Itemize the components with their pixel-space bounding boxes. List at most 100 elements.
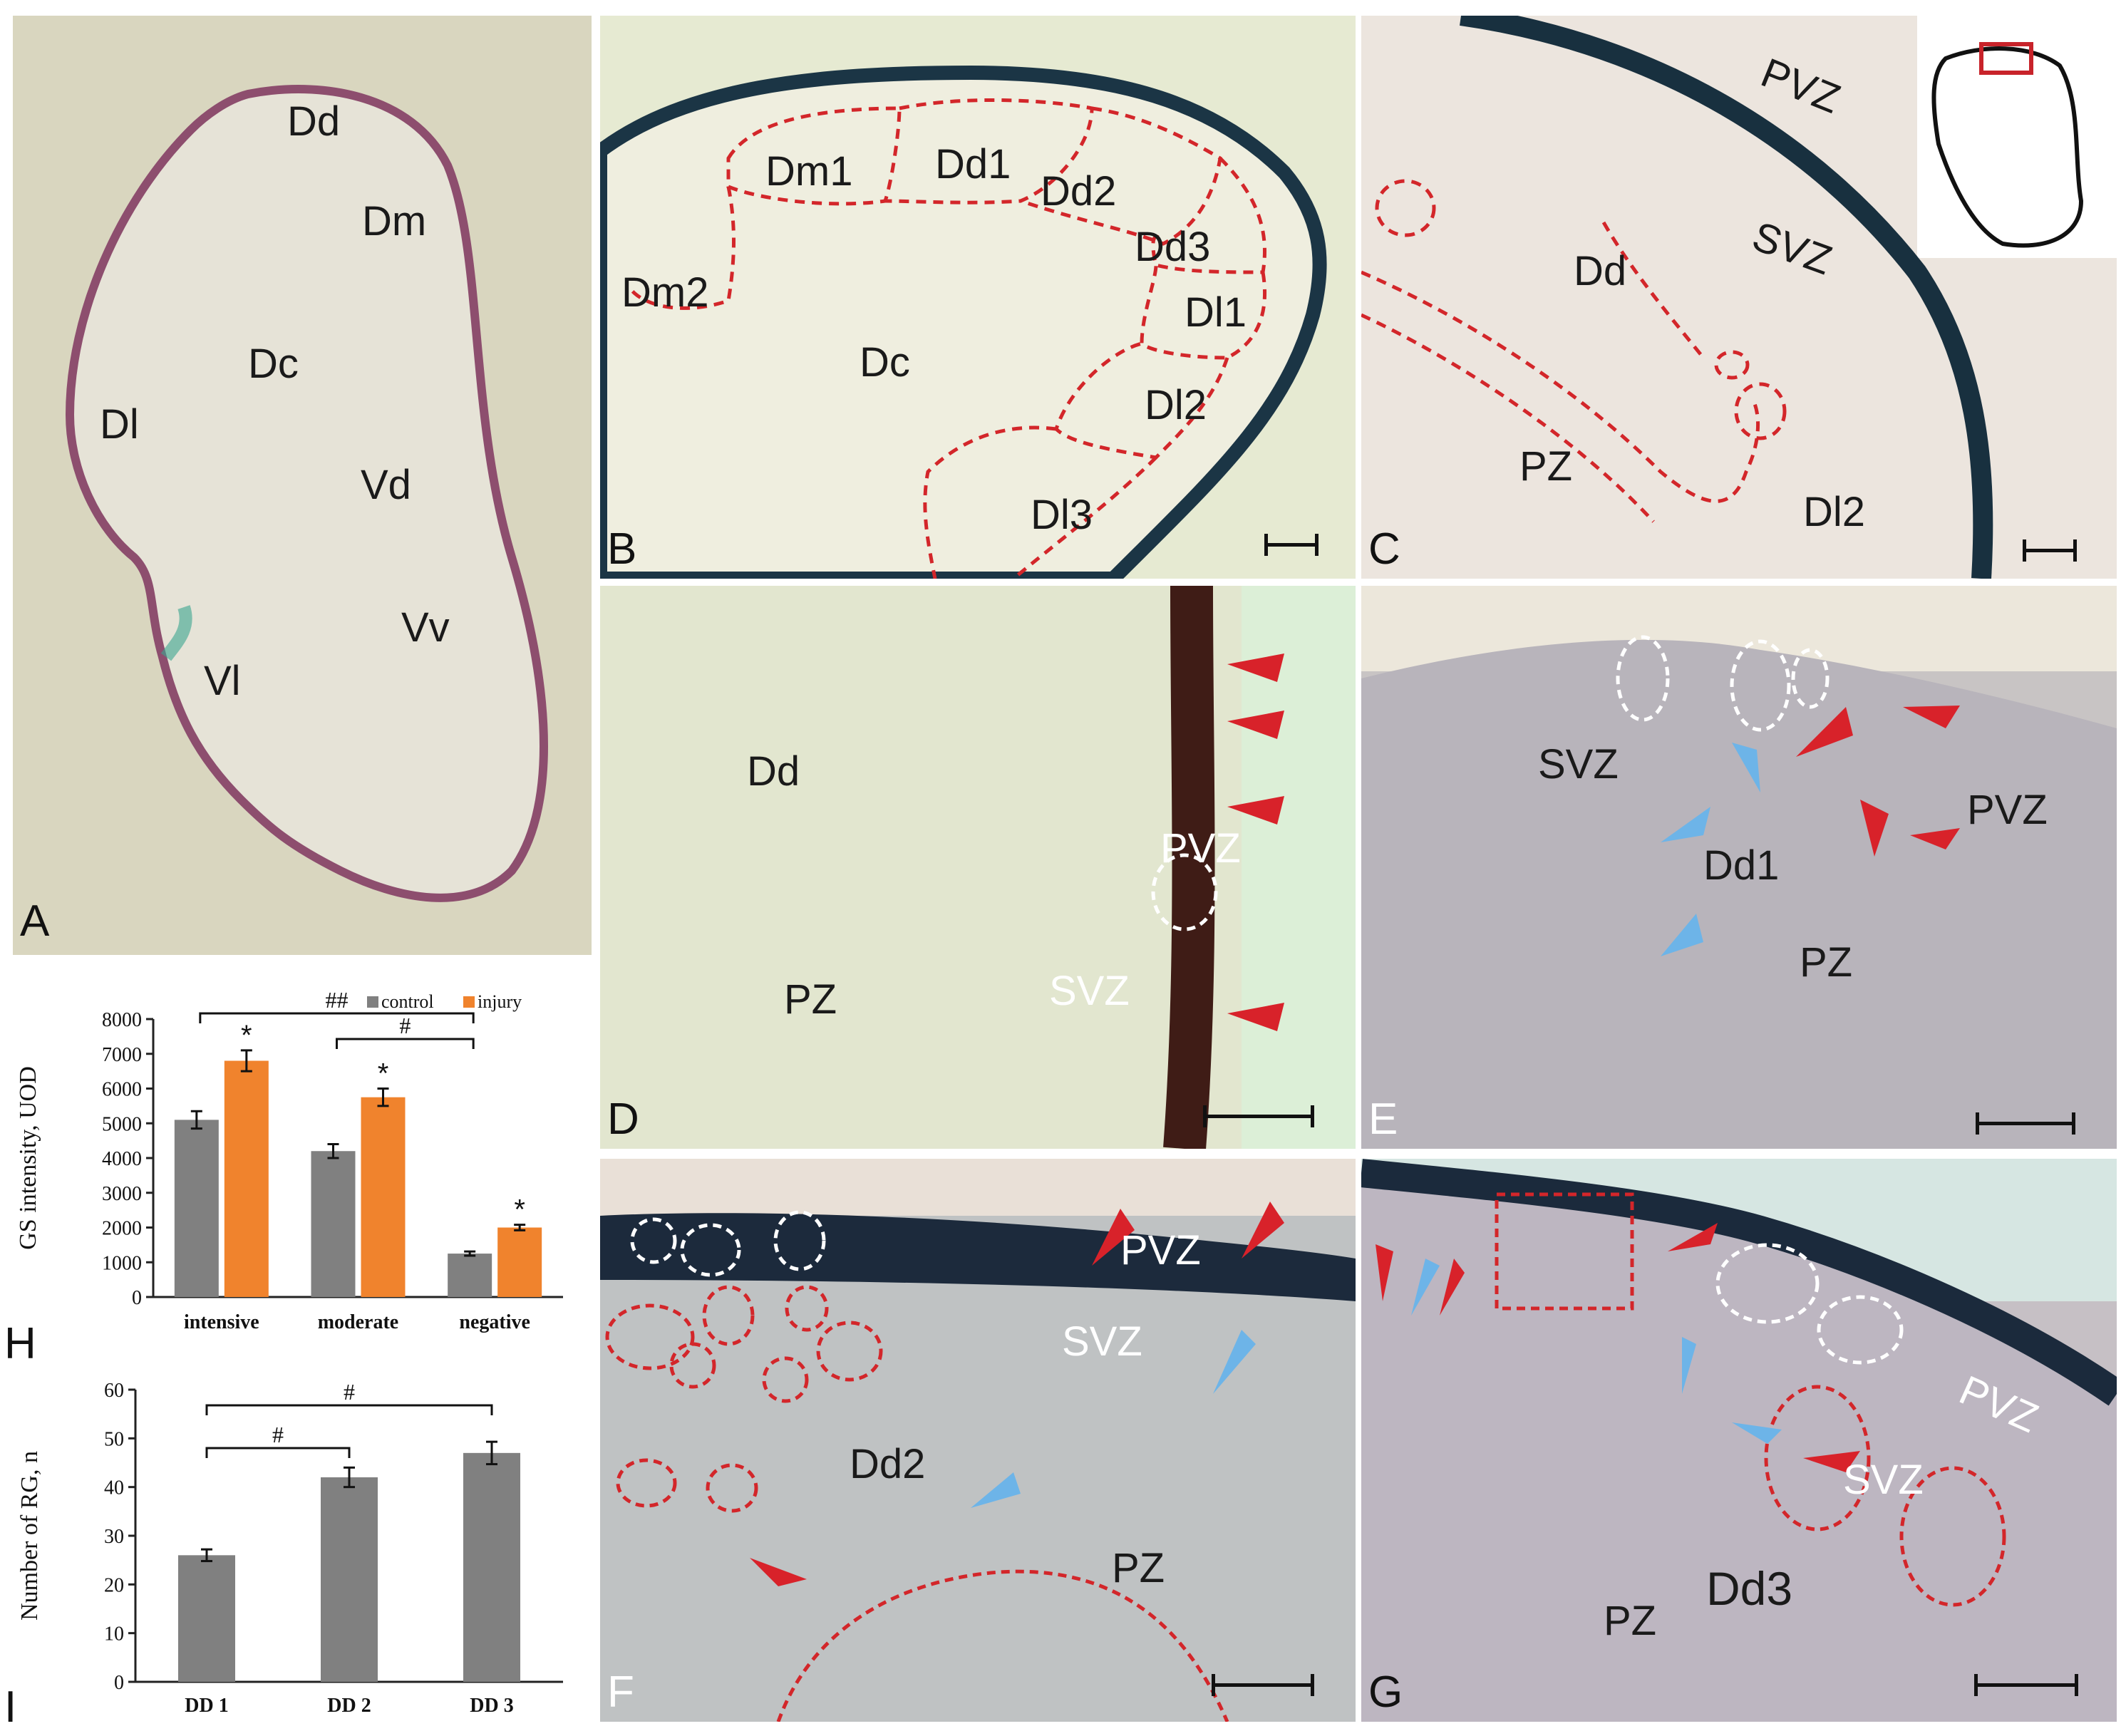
- chart-i-xtick-label: DD 3: [470, 1695, 513, 1717]
- panel-g-letter: G: [1368, 1668, 1403, 1717]
- chart-h-sig-all: ##: [326, 987, 349, 1013]
- panel-d: Dd PVZ PZ SVZ D: [600, 586, 1356, 1149]
- chart-i-bar: [178, 1555, 235, 1682]
- chart-h-star: *: [241, 1020, 252, 1051]
- chart-h-bar: [448, 1254, 492, 1297]
- panel-g-tissue: [1361, 1159, 2117, 1722]
- chart-i-sig-1-2: #: [272, 1422, 284, 1447]
- panel-a-label-vd: Vd: [361, 462, 411, 508]
- chart-i-xtick-label: DD 2: [327, 1695, 371, 1717]
- panel-b-label-dd1: Dd1: [935, 141, 1011, 187]
- chart-i-sig-1-3: #: [344, 1379, 355, 1405]
- chart-h-bar: [311, 1151, 356, 1297]
- panel-c-scale-bar: [2023, 539, 2077, 562]
- panel-e-label-pvz: PVZ: [1967, 787, 2048, 833]
- chart-h-legend-swatch: [367, 996, 378, 1008]
- panel-b-label-dl3: Dl3: [1031, 492, 1093, 538]
- chart-h-ytick-label: 2000: [102, 1218, 142, 1240]
- chart-i-ytick-label: 20: [104, 1574, 124, 1596]
- panel-g-label-dd3: Dd3: [1706, 1562, 1793, 1615]
- panel-d-label-svz: SVZ: [1049, 968, 1130, 1014]
- panel-g-scale-bar: [1974, 1674, 2078, 1696]
- panel-b-label-dc: Dc: [860, 339, 910, 386]
- panel-b-letter: B: [607, 525, 637, 574]
- chart-h-sig-moderate: #: [399, 1013, 411, 1038]
- panel-a-label-dc: Dc: [248, 341, 299, 387]
- panel-c-label-pz: PZ: [1519, 443, 1573, 490]
- panel-b-label-dm2: Dm2: [621, 269, 709, 316]
- panel-d-label-pz: PZ: [784, 976, 837, 1023]
- chart-i-letter: I: [4, 1683, 16, 1725]
- panel-d-letter: D: [607, 1095, 639, 1144]
- panel-c-label-dl2: Dl2: [1803, 489, 1866, 535]
- chart-h-star: *: [378, 1058, 389, 1090]
- chart-h-ytick-label: 7000: [102, 1044, 142, 1066]
- panel-b-label-dd3: Dd3: [1135, 224, 1211, 270]
- chart-h-ytick-label: 6000: [102, 1079, 142, 1101]
- panel-a-label-dd: Dd: [287, 98, 341, 145]
- chart-h-ylabel: GS intensity, UOD: [15, 1066, 41, 1250]
- chart-h-bar: [174, 1120, 219, 1297]
- chart-i-ytick-label: 30: [104, 1526, 124, 1548]
- panel-e-label-dd1: Dd1: [1703, 842, 1780, 889]
- chart-h-letter: H: [4, 1319, 36, 1361]
- panel-g-label-svz: SVZ: [1843, 1457, 1924, 1503]
- chart-i-ytick-label: 50: [104, 1428, 124, 1450]
- panel-a: Dd Dm Dc Dl Vd Vv Vl A: [13, 16, 592, 955]
- panel-b-label-dd2: Dd2: [1041, 168, 1117, 215]
- chart-h-bar: [497, 1227, 542, 1297]
- panel-f-label-pvz: PVZ: [1120, 1227, 1201, 1273]
- panel-a-label-vv: Vv: [401, 604, 450, 651]
- chart-i-ylabel: Number of RG, n: [16, 1451, 43, 1621]
- chart-h-legend-swatch: [463, 996, 475, 1008]
- panel-c-tissue: [1361, 16, 2117, 579]
- panel-e-label-pz: PZ: [1800, 939, 1853, 986]
- chart-h-ytick-label: 0: [132, 1287, 142, 1309]
- chart-h-ytick-label: 5000: [102, 1113, 142, 1135]
- panel-f-label-pz: PZ: [1112, 1545, 1165, 1591]
- chart-i-svg: 0 10 20 30 40 50 60 Number of RG, n DD 1 DD 2 DD 3…: [4, 1379, 563, 1725]
- chart-i-xtick-label: DD 1: [185, 1695, 228, 1717]
- panel-f-scale-bar: [1212, 1674, 1314, 1696]
- panel-g: PVZ SVZ PZ Dd3 G: [1361, 1159, 2117, 1722]
- panel-a-tissue: [65, 85, 548, 902]
- panel-a-label-vl: Vl: [204, 658, 241, 704]
- chart-h-bracket-all: [199, 1012, 475, 1023]
- chart-h-svg: 0 1000 2000 3000 4000 5000 6000 7000 8000 GS inte…: [4, 987, 563, 1361]
- chart-h-legend-label: injury: [478, 991, 522, 1012]
- panel-f-letter: F: [607, 1668, 634, 1717]
- chart-i-ytick-label: 10: [104, 1623, 124, 1645]
- chart-h-bar: [361, 1097, 406, 1297]
- chart-i-ytick-label: 0: [114, 1672, 124, 1694]
- chart-h-xtick-label: moderate: [318, 1311, 399, 1333]
- chart-i-bracket-1-3: [205, 1404, 493, 1415]
- panel-b-label-dl2: Dl2: [1145, 382, 1207, 428]
- chart-i-bar: [463, 1452, 520, 1682]
- panel-b: Dm1 Dd1 Dd2 Dd3 Dm2 Dl1 Dc Dl2 Dl3 B: [600, 16, 1356, 579]
- chart-h-xtick-label: negative: [459, 1311, 530, 1333]
- panel-b-tissue: [600, 65, 1327, 579]
- panel-f: PVZ SVZ Dd2 PZ F: [600, 1159, 1356, 1722]
- panel-e-letter: E: [1368, 1095, 1398, 1144]
- chart-h-xtick-label: intensive: [184, 1311, 259, 1333]
- chart-i-bracket-1-2: [205, 1447, 351, 1458]
- panel-b-label-dl1: Dl1: [1185, 289, 1247, 336]
- panel-c-label-dd: Dd: [1574, 248, 1627, 294]
- panel-b-label-dm1: Dm1: [765, 148, 853, 195]
- panel-c-letter: C: [1368, 525, 1400, 574]
- chart-h-ytick-label: 1000: [102, 1252, 142, 1274]
- chart-i-ytick-label: 60: [104, 1380, 124, 1402]
- panel-d-scale-bar: [1203, 1105, 1314, 1127]
- panel-d-tissue: [1151, 586, 1356, 1149]
- chart-h-bracket-moderate: [336, 1038, 475, 1049]
- panel-b-scale-bar: [1264, 534, 1318, 556]
- panel-f-label-svz: SVZ: [1062, 1318, 1142, 1365]
- panel-a-letter: A: [20, 897, 50, 946]
- panel-d-label-dd: Dd: [747, 748, 800, 795]
- panel-f-label-dd2: Dd2: [850, 1441, 926, 1487]
- chart-h-ytick-label: 4000: [102, 1148, 142, 1170]
- chart-i-bar: [321, 1477, 378, 1682]
- chart-h-legend-label: control: [381, 991, 434, 1012]
- chart-i: 0 10 20 30 40 50 60 Number of RG, n DD 1 DD 2 DD 3…: [0, 1368, 592, 1725]
- chart-i-ytick-label: 40: [104, 1477, 124, 1499]
